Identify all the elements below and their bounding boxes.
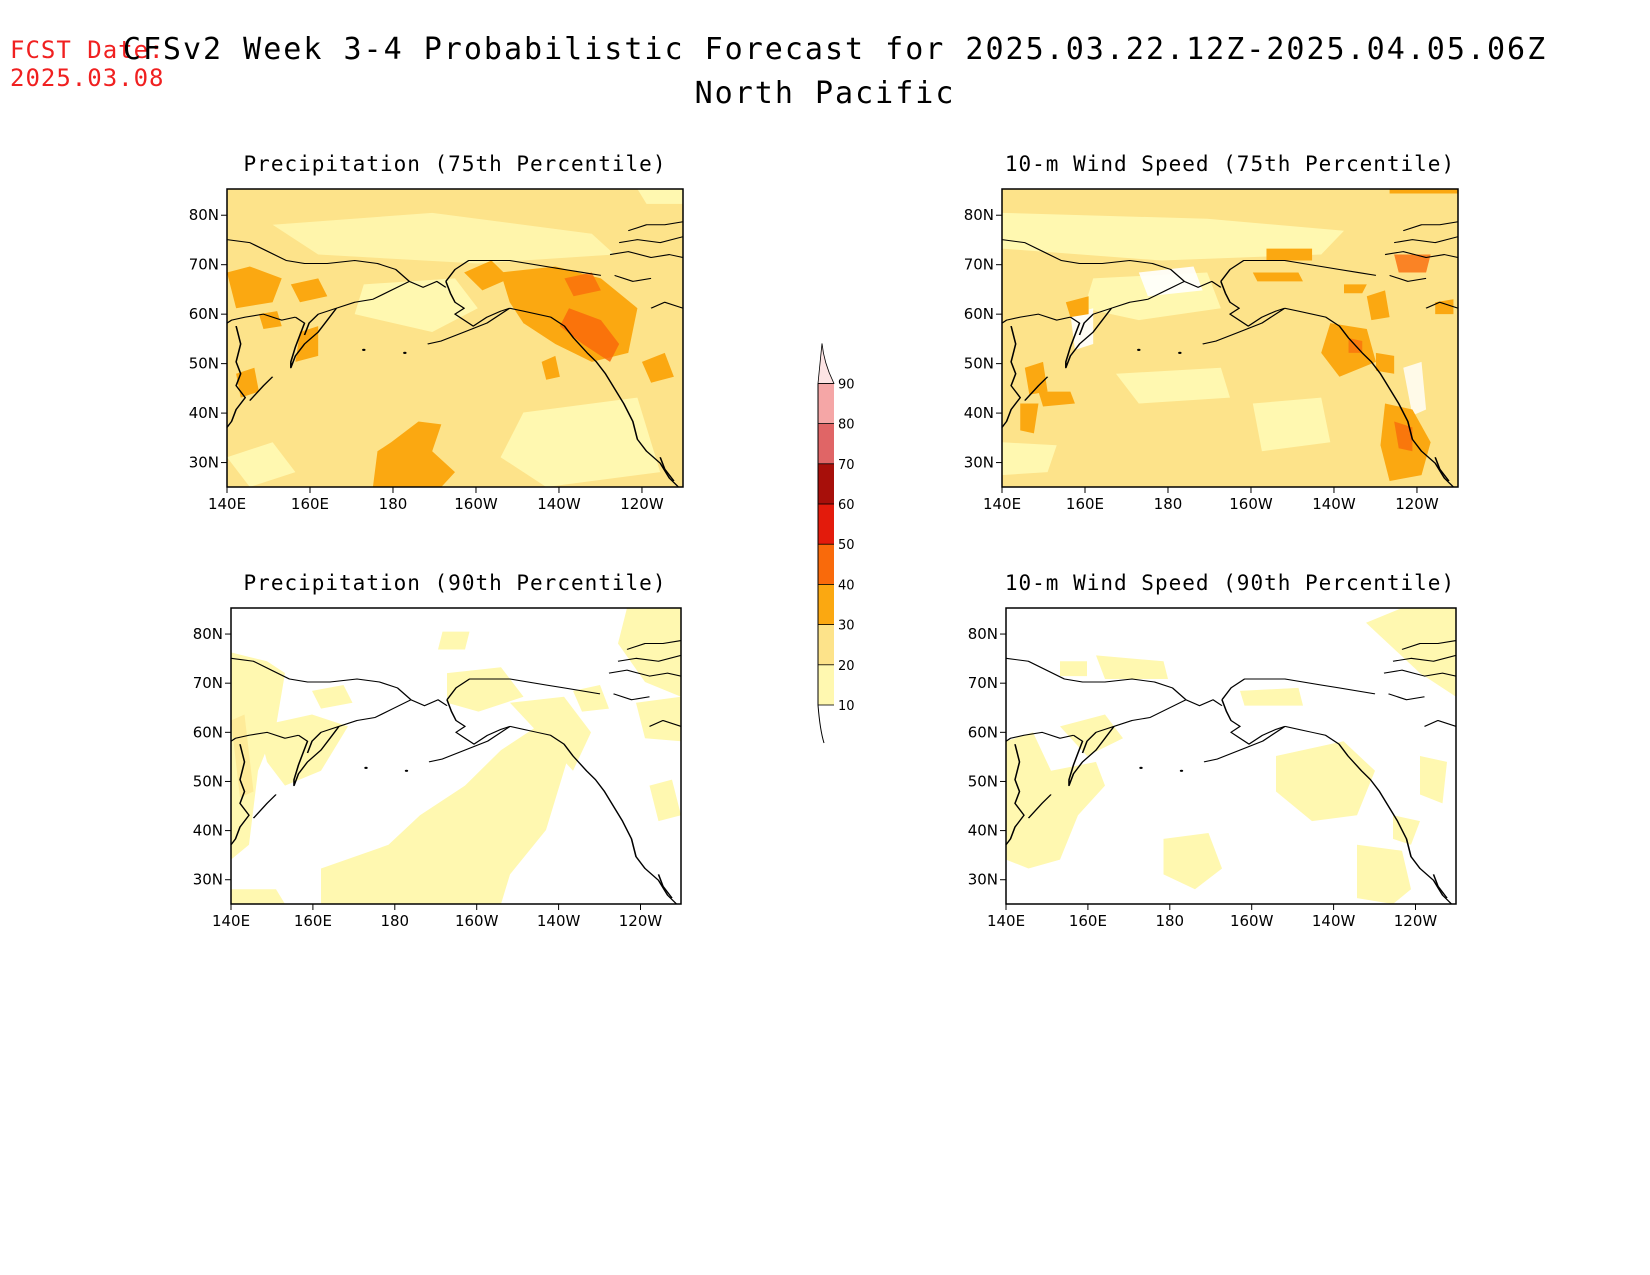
lat-tick-label: 50N: [968, 772, 998, 790]
forecast-date-block: FCST Date: 2025.03.08: [10, 36, 165, 92]
colorbar-label: 90: [838, 377, 855, 392]
colorbar-segment: [818, 624, 834, 665]
lon-tick-label: 180: [1155, 912, 1184, 930]
lat-tick-label: 40N: [193, 822, 223, 840]
colorbar-segment: [818, 504, 834, 545]
lat-tick-label: 60N: [193, 723, 223, 741]
lon-tick-label: 160W: [1229, 495, 1273, 513]
panel-title-precip-75: Precipitation (75th Percentile): [243, 152, 667, 176]
lat-tick-label: 40N: [189, 404, 219, 422]
colorbar-label: 40: [838, 578, 855, 593]
main-title: CFSv2 Week 3-4 Probabilistic Forecast fo…: [122, 32, 1548, 67]
lon-tick-label: 160E: [1069, 912, 1107, 930]
colorbar-segment: [818, 383, 834, 424]
region-subtitle: North Pacific: [694, 76, 956, 111]
lat-tick-label: 30N: [193, 871, 223, 889]
lon-tick-label: 160E: [1066, 495, 1104, 513]
colorbar-label: 10: [838, 699, 855, 714]
lon-tick-label: 120W: [620, 495, 664, 513]
lat-tick-label: 80N: [968, 625, 998, 643]
colorbar-label: 20: [838, 659, 855, 674]
map-panel-precip-90: [230, 607, 682, 905]
colorbar: 10 20 30 40 50 60 70 80 90: [817, 343, 855, 744]
colorbar-segment: [818, 584, 834, 625]
lon-tick-label: 140W: [537, 495, 581, 513]
forecast-date-value: 2025.03.08: [10, 64, 165, 92]
lon-tick-label: 140W: [1312, 495, 1356, 513]
lat-tick-label: 50N: [964, 355, 994, 373]
lon-tick-label: 160E: [291, 495, 329, 513]
colorbar-segment: [818, 423, 834, 464]
lat-tick-label: 70N: [189, 256, 219, 274]
map-panel-wind-90: [1005, 607, 1457, 905]
lon-tick-label: 140W: [1312, 912, 1356, 930]
lat-tick-label: 70N: [964, 256, 994, 274]
lat-tick-label: 60N: [189, 305, 219, 323]
colorbar-tail: [817, 704, 825, 744]
lat-tick-label: 50N: [189, 355, 219, 373]
colorbar-label: 80: [838, 418, 855, 433]
lat-tick-label: 50N: [193, 772, 223, 790]
lon-tick-label: 160W: [1230, 912, 1274, 930]
lat-tick-label: 70N: [193, 674, 223, 692]
panel-title-wind-75: 10-m Wind Speed (75th Percentile): [1004, 152, 1456, 176]
lon-tick-label: 140E: [208, 495, 246, 513]
lat-tick-label: 60N: [964, 305, 994, 323]
lat-tick-label: 30N: [189, 454, 219, 472]
lon-tick-label: 180: [1154, 495, 1183, 513]
lat-tick-label: 30N: [968, 871, 998, 889]
lon-tick-label: 120W: [1394, 912, 1438, 930]
lon-tick-label: 140E: [987, 912, 1025, 930]
lon-tick-label: 160W: [454, 495, 498, 513]
colorbar-label: 70: [838, 458, 855, 473]
lat-tick-label: 70N: [968, 674, 998, 692]
forecast-date-label: FCST Date:: [10, 36, 165, 64]
lon-tick-label: 180: [380, 912, 409, 930]
colorbar-label: 30: [838, 619, 855, 634]
colorbar-label: 60: [838, 498, 855, 513]
lat-tick-label: 80N: [193, 625, 223, 643]
lat-tick-label: 40N: [968, 822, 998, 840]
colorbar-segment: [818, 664, 834, 705]
lat-tick-label: 60N: [968, 723, 998, 741]
lon-tick-label: 140W: [537, 912, 581, 930]
colorbar-segment: [818, 544, 834, 585]
lon-tick-label: 160W: [455, 912, 499, 930]
colorbar-segment: [818, 463, 834, 504]
lon-tick-label: 180: [379, 495, 408, 513]
panel-title-precip-90: Precipitation (90th Percentile): [243, 571, 667, 595]
lon-tick-label: 140E: [212, 912, 250, 930]
colorbar-label: 50: [838, 538, 855, 553]
lat-tick-label: 40N: [964, 404, 994, 422]
panel-title-wind-90: 10-m Wind Speed (90th Percentile): [1004, 571, 1456, 595]
lon-tick-label: 140E: [983, 495, 1021, 513]
lon-tick-label: 120W: [1395, 495, 1439, 513]
lon-tick-label: 160E: [294, 912, 332, 930]
lat-tick-label: 30N: [964, 454, 994, 472]
lat-tick-label: 80N: [964, 206, 994, 224]
map-axes: 80N 70N 60N 50N 40N 30N 140E 160E 180 160W 140W 120…: [189, 206, 1439, 930]
map-panel-precip-75: [226, 188, 684, 488]
lon-tick-label: 120W: [619, 912, 663, 930]
colorbar-top-cap: [817, 343, 835, 384]
map-panel-wind-75: [1001, 188, 1459, 488]
lat-tick-label: 80N: [189, 206, 219, 224]
